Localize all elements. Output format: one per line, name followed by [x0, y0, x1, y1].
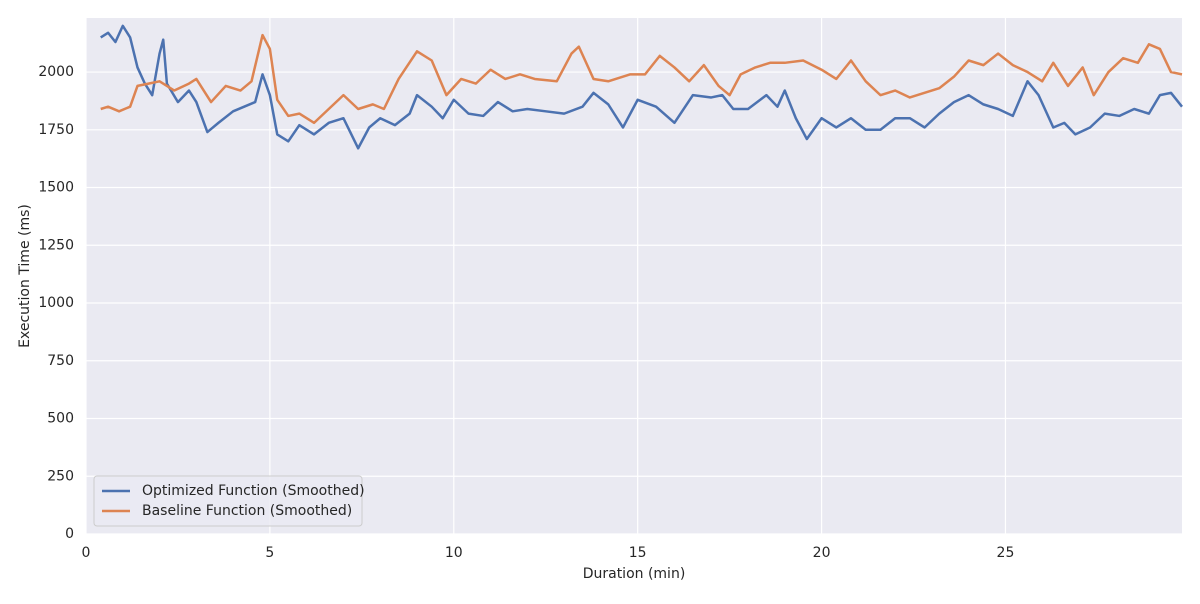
x-tick-label: 0	[82, 545, 91, 561]
x-tick-label: 5	[265, 545, 274, 561]
data-line	[100, 33, 1183, 125]
x-tick-label: 15	[629, 545, 647, 561]
x-axis-label: Duration (min)	[583, 566, 686, 582]
legend-label: Optimized Function (Smoothed)	[142, 483, 365, 499]
grid	[85, 18, 1182, 535]
data-line	[100, 24, 1183, 150]
y-tick-label: 1500	[38, 180, 74, 196]
y-tick-label: 250	[47, 468, 74, 484]
y-tick-label: 0	[65, 526, 74, 542]
y-tick-label: 750	[47, 353, 74, 369]
x-tick-label: 10	[445, 545, 463, 561]
x-tick-label: 20	[813, 545, 831, 561]
y-axis-label: Execution Time (ms)	[17, 204, 33, 348]
y-tick-label: 1250	[38, 237, 74, 253]
y-tick-label: 1750	[38, 122, 74, 138]
plot-area	[86, 18, 1182, 534]
lines	[100, 24, 1183, 150]
legend-box	[93, 475, 363, 527]
legend: Optimized Function (Smoothed) Baseline Fu…	[93, 475, 365, 527]
y-tick-label: 1000	[38, 295, 74, 311]
y-tick-label: 2000	[38, 64, 74, 80]
y-tick-label: 500	[47, 411, 74, 427]
x-tick-label: 25	[997, 545, 1015, 561]
legend-label: Baseline Function (Smoothed)	[142, 503, 352, 519]
